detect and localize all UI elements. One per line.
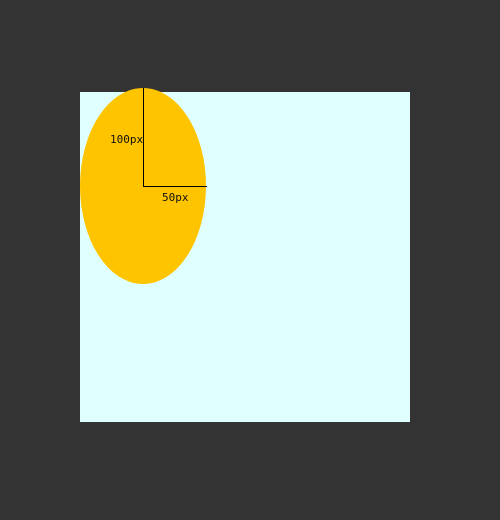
vertical-radius-label: 100px [110, 133, 144, 146]
horizontal-radius-label: 50px [162, 191, 189, 204]
horizontal-radius-line [143, 186, 207, 187]
vertical-radius-line [143, 88, 144, 187]
